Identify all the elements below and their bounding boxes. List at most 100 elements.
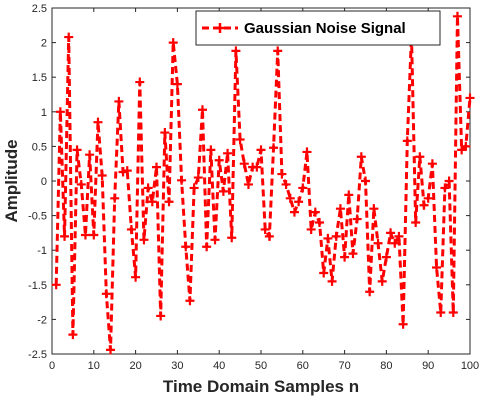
data-point xyxy=(377,276,387,286)
data-point xyxy=(64,32,74,42)
data-point xyxy=(452,11,462,21)
x-tick-label: 90 xyxy=(422,360,434,372)
data-point xyxy=(243,179,253,189)
data-point xyxy=(264,231,274,241)
data-point xyxy=(335,204,345,214)
y-tick-label: -0.5 xyxy=(28,211,47,223)
data-point xyxy=(231,46,241,56)
data-point xyxy=(122,166,132,176)
x-tick-label: 10 xyxy=(88,360,100,372)
y-tick-label: -2.5 xyxy=(28,349,47,361)
data-point xyxy=(386,228,396,238)
y-tick-label: 0.5 xyxy=(32,141,47,153)
legend-entry-label: Gaussian Noise Signal xyxy=(244,20,406,37)
data-point xyxy=(76,179,86,189)
data-point xyxy=(131,272,141,282)
data-point xyxy=(218,186,228,196)
data-point xyxy=(235,134,245,144)
data-point xyxy=(68,330,78,340)
data-point xyxy=(465,93,475,103)
data-point xyxy=(210,235,220,245)
data-point xyxy=(432,263,442,272)
data-point xyxy=(356,152,366,162)
data-point xyxy=(202,242,212,252)
data-point xyxy=(298,183,308,193)
data-point xyxy=(93,117,103,127)
series-line xyxy=(54,16,472,350)
data-point xyxy=(85,150,95,160)
data-point xyxy=(126,224,136,234)
data-point xyxy=(172,79,182,89)
data-point xyxy=(340,252,350,262)
data-point xyxy=(302,147,312,157)
data-point xyxy=(269,143,279,153)
data-point xyxy=(277,169,287,179)
data-point xyxy=(181,242,191,252)
y-axis-label: Amplitude xyxy=(2,139,21,222)
data-point xyxy=(193,173,203,183)
data-point xyxy=(55,107,65,117)
data-point xyxy=(223,148,233,158)
data-point xyxy=(252,162,262,172)
x-axis-ticks: 0 10 20 30 40 50 60 70 80 90 100 xyxy=(49,8,479,372)
data-point xyxy=(197,105,207,115)
data-point xyxy=(97,170,107,180)
data-point xyxy=(256,145,266,155)
x-tick-label: 20 xyxy=(129,360,141,372)
legend-marker-sample xyxy=(215,23,225,33)
data-point xyxy=(160,128,170,138)
data-point xyxy=(306,224,316,234)
data-point xyxy=(147,197,157,207)
data-point xyxy=(448,307,458,317)
data-point xyxy=(323,233,333,243)
data-point xyxy=(398,319,408,329)
x-tick-label: 70 xyxy=(338,360,350,372)
x-tick-label: 100 xyxy=(461,360,479,372)
data-point xyxy=(152,162,161,172)
data-point xyxy=(139,235,149,245)
data-point xyxy=(177,175,187,185)
data-point xyxy=(327,276,337,286)
y-tick-label: 0 xyxy=(41,176,47,188)
data-point xyxy=(106,345,116,355)
y-tick-label: -1.5 xyxy=(28,280,47,292)
y-tick-label: -1 xyxy=(37,245,47,257)
data-point xyxy=(415,152,425,162)
data-point xyxy=(394,231,404,241)
data-point xyxy=(419,200,429,210)
data-point xyxy=(118,167,128,177)
x-tick-label: 30 xyxy=(171,360,183,372)
data-point xyxy=(260,224,270,234)
data-point xyxy=(239,159,249,169)
data-point xyxy=(440,183,450,193)
data-point xyxy=(110,193,120,203)
data-point xyxy=(373,238,383,248)
legend: Gaussian Noise Signal xyxy=(195,10,441,46)
data-point xyxy=(189,183,199,193)
x-tick-label: 0 xyxy=(49,360,55,372)
data-point xyxy=(411,218,421,228)
data-point xyxy=(436,307,446,317)
data-point xyxy=(214,155,224,165)
data-point xyxy=(315,218,325,228)
y-tick-label: 1.5 xyxy=(32,72,47,84)
y-tick-label: 2 xyxy=(41,38,47,50)
data-point xyxy=(285,193,295,203)
data-point xyxy=(402,136,412,146)
x-tick-label: 80 xyxy=(380,360,392,372)
data-point xyxy=(369,204,379,214)
data-point xyxy=(273,46,283,56)
data-point xyxy=(361,176,370,186)
data-point xyxy=(281,179,291,189)
data-point xyxy=(352,214,362,224)
data-point xyxy=(289,207,299,217)
data-point xyxy=(427,159,437,169)
data-point xyxy=(164,197,174,207)
data-point xyxy=(227,233,237,243)
data-point xyxy=(331,231,341,241)
data-point xyxy=(310,207,320,217)
data-point xyxy=(390,238,400,248)
data-point xyxy=(143,183,153,193)
plot-area xyxy=(51,7,471,355)
